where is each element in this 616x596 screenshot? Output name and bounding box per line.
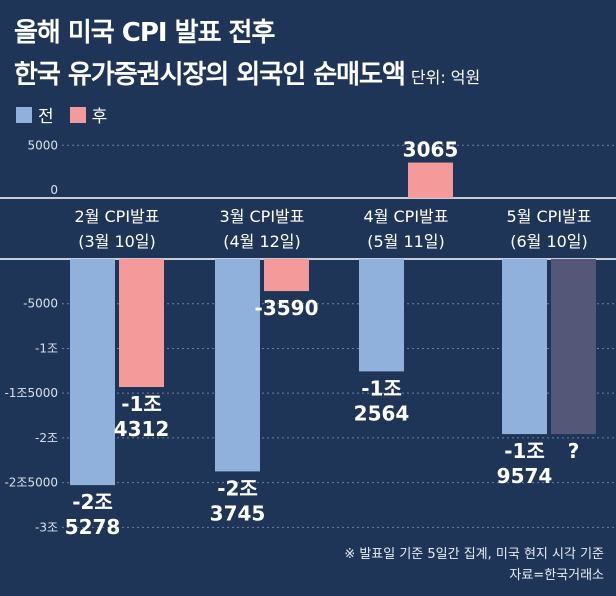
legend-label-after: 후 bbox=[91, 107, 108, 127]
bar-after bbox=[264, 259, 309, 292]
y-tick-label: 0 bbox=[50, 183, 58, 197]
data-label: -1조 bbox=[121, 392, 162, 416]
category-label: 5월 CPI발표 bbox=[507, 207, 592, 226]
legend: 전 후 bbox=[16, 102, 123, 127]
y-tick-label: -1조5000 bbox=[4, 386, 58, 400]
y-tick-label: -1조 bbox=[35, 341, 58, 355]
bar-before bbox=[215, 259, 260, 472]
data-label: 4312 bbox=[114, 417, 170, 441]
bar-after bbox=[119, 259, 164, 388]
y-tick-label: -2조5000 bbox=[4, 476, 58, 490]
data-label: -1조 bbox=[361, 376, 402, 400]
data-label: -2조 bbox=[72, 490, 113, 514]
data-label: ? bbox=[568, 439, 580, 463]
y-tick-label: -3조 bbox=[35, 520, 58, 534]
source-note: 자료=한국거래소 bbox=[509, 568, 604, 583]
data-label: 9574 bbox=[497, 464, 553, 488]
category-date-label: (4월 12일) bbox=[223, 232, 301, 251]
category-label: 2월 CPI발표 bbox=[75, 207, 160, 226]
category-label: 3월 CPI발표 bbox=[220, 207, 305, 226]
y-tick-label: -2조 bbox=[35, 431, 58, 445]
category-label: 4월 CPI발표 bbox=[364, 207, 449, 226]
chart-title-text: 한국 유가증권시장의 외국인 순매도액 bbox=[14, 60, 406, 90]
data-label: -3590 bbox=[255, 296, 319, 320]
data-label: -2조 bbox=[217, 476, 258, 500]
legend-label-before: 전 bbox=[38, 107, 54, 127]
unit-label: 단위: 억원 bbox=[410, 68, 481, 87]
data-label: 3745 bbox=[210, 501, 266, 525]
category-date-label: (6월 10일) bbox=[510, 232, 588, 251]
chart-title-line2: 한국 유가증권시장의 외국인 순매도액 단위: 억원 bbox=[14, 54, 480, 91]
legend-swatch-before bbox=[16, 106, 32, 123]
bar-before bbox=[502, 259, 547, 435]
footnote: ※ 발표일 기준 5일간 집계, 미국 현지 시각 기준 bbox=[344, 547, 604, 562]
bar-placeholder bbox=[551, 259, 596, 435]
y-tick-label: 5000 bbox=[27, 138, 58, 152]
category-date-label: (3월 10일) bbox=[78, 232, 156, 251]
y-tick-label: -5000 bbox=[23, 297, 58, 311]
bar-before bbox=[70, 259, 115, 486]
data-label: 3065 bbox=[403, 138, 459, 162]
legend-swatch-after bbox=[69, 106, 86, 123]
bar-before bbox=[359, 259, 404, 372]
bar-after bbox=[408, 162, 453, 198]
chart-title-line1: 올해 미국 CPI 발표 전후 bbox=[14, 18, 275, 48]
data-label: 5278 bbox=[65, 515, 121, 539]
data-label: -1조 bbox=[504, 439, 545, 463]
data-label: 2564 bbox=[354, 401, 410, 425]
category-date-label: (5월 11일) bbox=[367, 232, 445, 251]
